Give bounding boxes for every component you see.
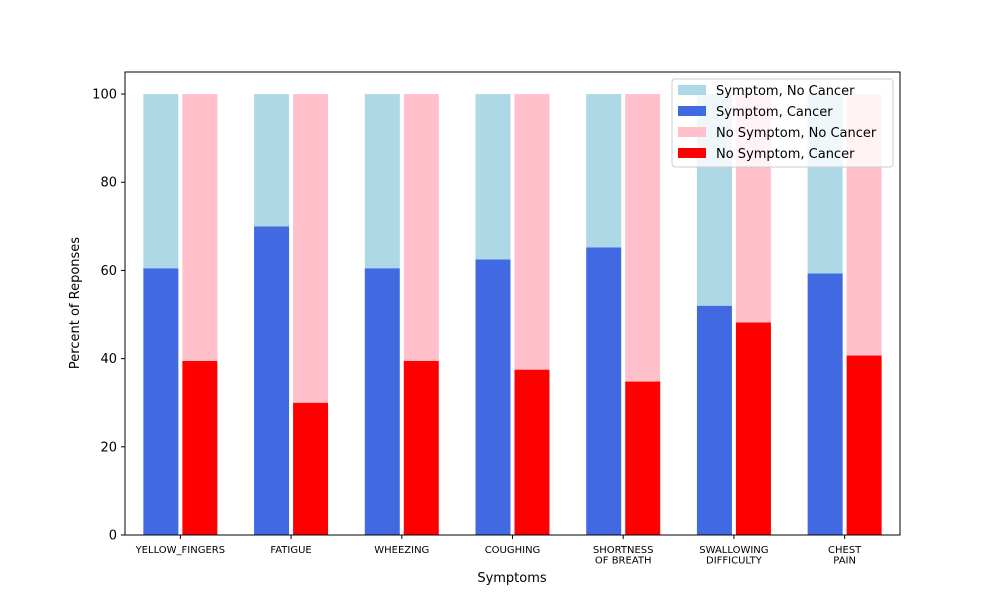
bar-no-symptom-cancer-1 — [182, 360, 218, 535]
legend-label-no-symptom-cancer: No Symptom, Cancer — [716, 147, 855, 162]
legend-swatch-no-symptom-no-cancer — [678, 127, 706, 137]
bar-no-symptom-cancer-3 — [403, 360, 439, 535]
bar-no-symptom-cancer-5 — [625, 381, 661, 535]
y-tick-label: 60 — [100, 264, 117, 279]
bar-symptom-cancer-2 — [254, 226, 290, 536]
x-tick-label: SHORTNESS — [593, 545, 654, 556]
legend: Symptom, No Cancer Symptom, Cancer No Symp… — [671, 78, 894, 168]
legend-label-symptom-cancer: Symptom, Cancer — [716, 105, 833, 120]
x-tick-label: WHEEZING — [374, 545, 429, 556]
bar-symptom-no-cancer-2 — [254, 94, 290, 227]
bar-symptom-no-cancer-4 — [475, 94, 511, 260]
y-tick-label: 80 — [100, 176, 117, 191]
bar-symptom-cancer-3 — [364, 268, 400, 535]
bar-no-symptom-no-cancer-4 — [514, 94, 550, 370]
legend-swatch-no-symptom-cancer — [678, 148, 706, 158]
x-tick-label: OF BREATH — [595, 556, 652, 567]
y-tick-label: 100 — [92, 88, 117, 103]
x-tick-label: FATIGUE — [270, 545, 311, 556]
bar-no-symptom-cancer-2 — [293, 402, 329, 535]
x-tick-label: SWALLOWING — [699, 545, 768, 556]
bar-symptom-cancer-6 — [696, 305, 732, 535]
x-tick-label: COUGHING — [485, 545, 541, 556]
bar-symptom-cancer-1 — [143, 268, 179, 535]
y-axis-label: Percent of Reponses — [68, 237, 83, 369]
bar-symptom-cancer-7 — [807, 273, 843, 535]
x-axis: YELLOW_FINGERS FATIGUE WHEEZING COUGHING SHO… — [135, 535, 862, 567]
x-tick-label: PAIN — [833, 556, 856, 567]
x-axis-label: Symptoms — [477, 571, 547, 586]
y-tick-label: 40 — [100, 352, 117, 367]
bar-no-symptom-no-cancer-2 — [293, 94, 329, 403]
bar-no-symptom-cancer-4 — [514, 369, 550, 535]
legend-label-symptom-no-cancer: Symptom, No Cancer — [716, 84, 855, 99]
x-tick-label: YELLOW_FINGERS — [135, 545, 226, 556]
legend-label-no-symptom-no-cancer: No Symptom, No Cancer — [716, 126, 877, 141]
bar-symptom-no-cancer-5 — [586, 94, 622, 248]
bar-no-symptom-no-cancer-1 — [182, 94, 218, 361]
bar-no-symptom-cancer-7 — [846, 355, 882, 535]
y-tick-label: 0 — [109, 529, 117, 544]
x-tick-label: DIFFICULTY — [706, 556, 763, 567]
bars-layer — [143, 94, 882, 536]
bar-no-symptom-no-cancer-3 — [403, 94, 439, 361]
legend-swatch-symptom-cancer — [678, 106, 706, 116]
x-tick-label: CHEST — [828, 545, 862, 556]
legend-box — [671, 78, 894, 168]
bar-symptom-cancer-4 — [475, 259, 511, 535]
y-axis: 0 20 40 60 80 100 — [92, 88, 125, 544]
bar-symptom-cancer-5 — [586, 247, 622, 535]
bar-symptom-no-cancer-3 — [364, 94, 400, 269]
bar-no-symptom-no-cancer-5 — [625, 94, 661, 382]
bar-no-symptom-cancer-6 — [735, 322, 771, 535]
y-tick-label: 20 — [100, 440, 117, 455]
legend-swatch-symptom-no-cancer — [678, 85, 706, 95]
bar-symptom-no-cancer-1 — [143, 94, 179, 269]
